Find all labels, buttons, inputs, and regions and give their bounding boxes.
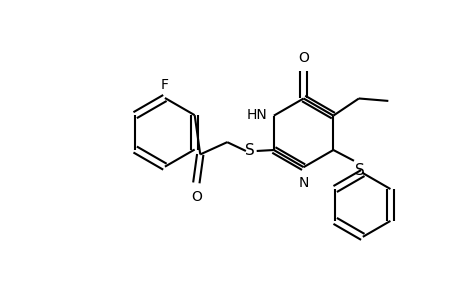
Text: S: S — [245, 143, 254, 158]
Text: F: F — [161, 78, 168, 92]
Text: N: N — [298, 176, 308, 190]
Text: HN: HN — [246, 108, 267, 122]
Text: O: O — [297, 51, 308, 65]
Text: O: O — [190, 190, 202, 204]
Text: S: S — [355, 163, 364, 178]
